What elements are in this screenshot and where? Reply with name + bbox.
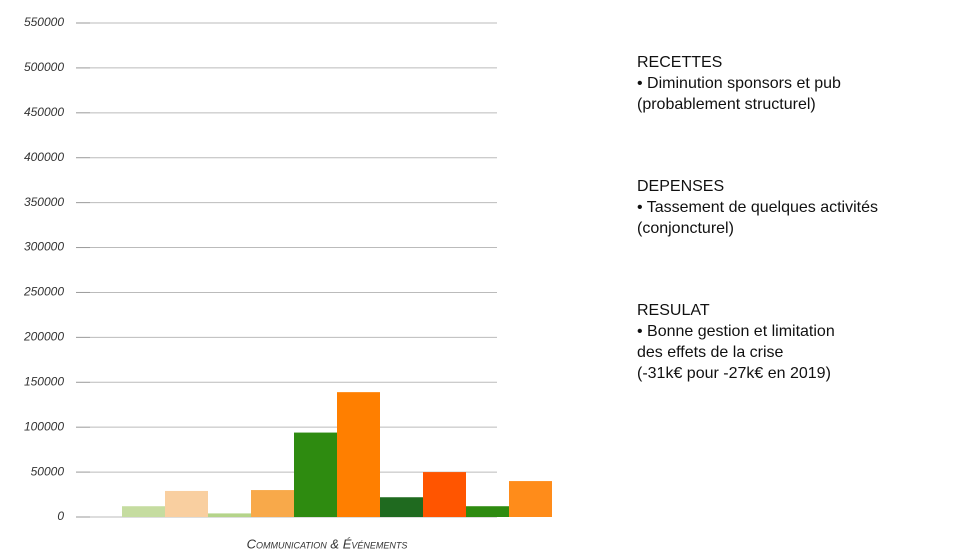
- y-tick-label: 350000: [24, 195, 64, 209]
- note-line: • Bonne gestion et limitation: [637, 323, 835, 340]
- note-heading: RESULAT: [637, 302, 710, 319]
- note-line: des effets de la crise: [637, 344, 784, 361]
- y-tick-label: 450000: [24, 105, 64, 119]
- bar: [251, 490, 294, 517]
- note-line: (-31k€ pour -27k€ en 2019): [637, 365, 831, 382]
- y-tick-label: 300000: [24, 240, 64, 254]
- note-line: • Tassement de quelques activités: [637, 199, 878, 216]
- note-heading: DEPENSES: [637, 178, 724, 195]
- bar: [509, 481, 552, 517]
- note-line: (conjoncturel): [637, 220, 734, 237]
- bar: [122, 506, 165, 517]
- bar: [423, 472, 466, 517]
- y-tick-label: 200000: [23, 330, 64, 344]
- x-tick-label: Communication & Événements: [247, 536, 408, 551]
- note-line: • Diminution sponsors et pub: [637, 75, 841, 92]
- y-tick-label: 0: [57, 509, 64, 523]
- y-tick-label: 150000: [24, 374, 64, 388]
- bar: [294, 432, 337, 517]
- y-tick-label: 50000: [31, 464, 65, 478]
- bar: [466, 506, 509, 517]
- note-line: (probablement structurel): [637, 96, 816, 113]
- note-heading: RECETTES: [637, 54, 722, 71]
- bar: [208, 513, 251, 517]
- y-tick-label: 500000: [24, 60, 64, 74]
- bar: [380, 497, 423, 517]
- y-tick-label: 100000: [24, 419, 64, 433]
- bar: [337, 392, 380, 517]
- y-tick-label: 550000: [24, 15, 64, 29]
- bar: [165, 490, 208, 517]
- y-tick-label: 250000: [23, 285, 64, 299]
- y-tick-label: 400000: [24, 150, 64, 164]
